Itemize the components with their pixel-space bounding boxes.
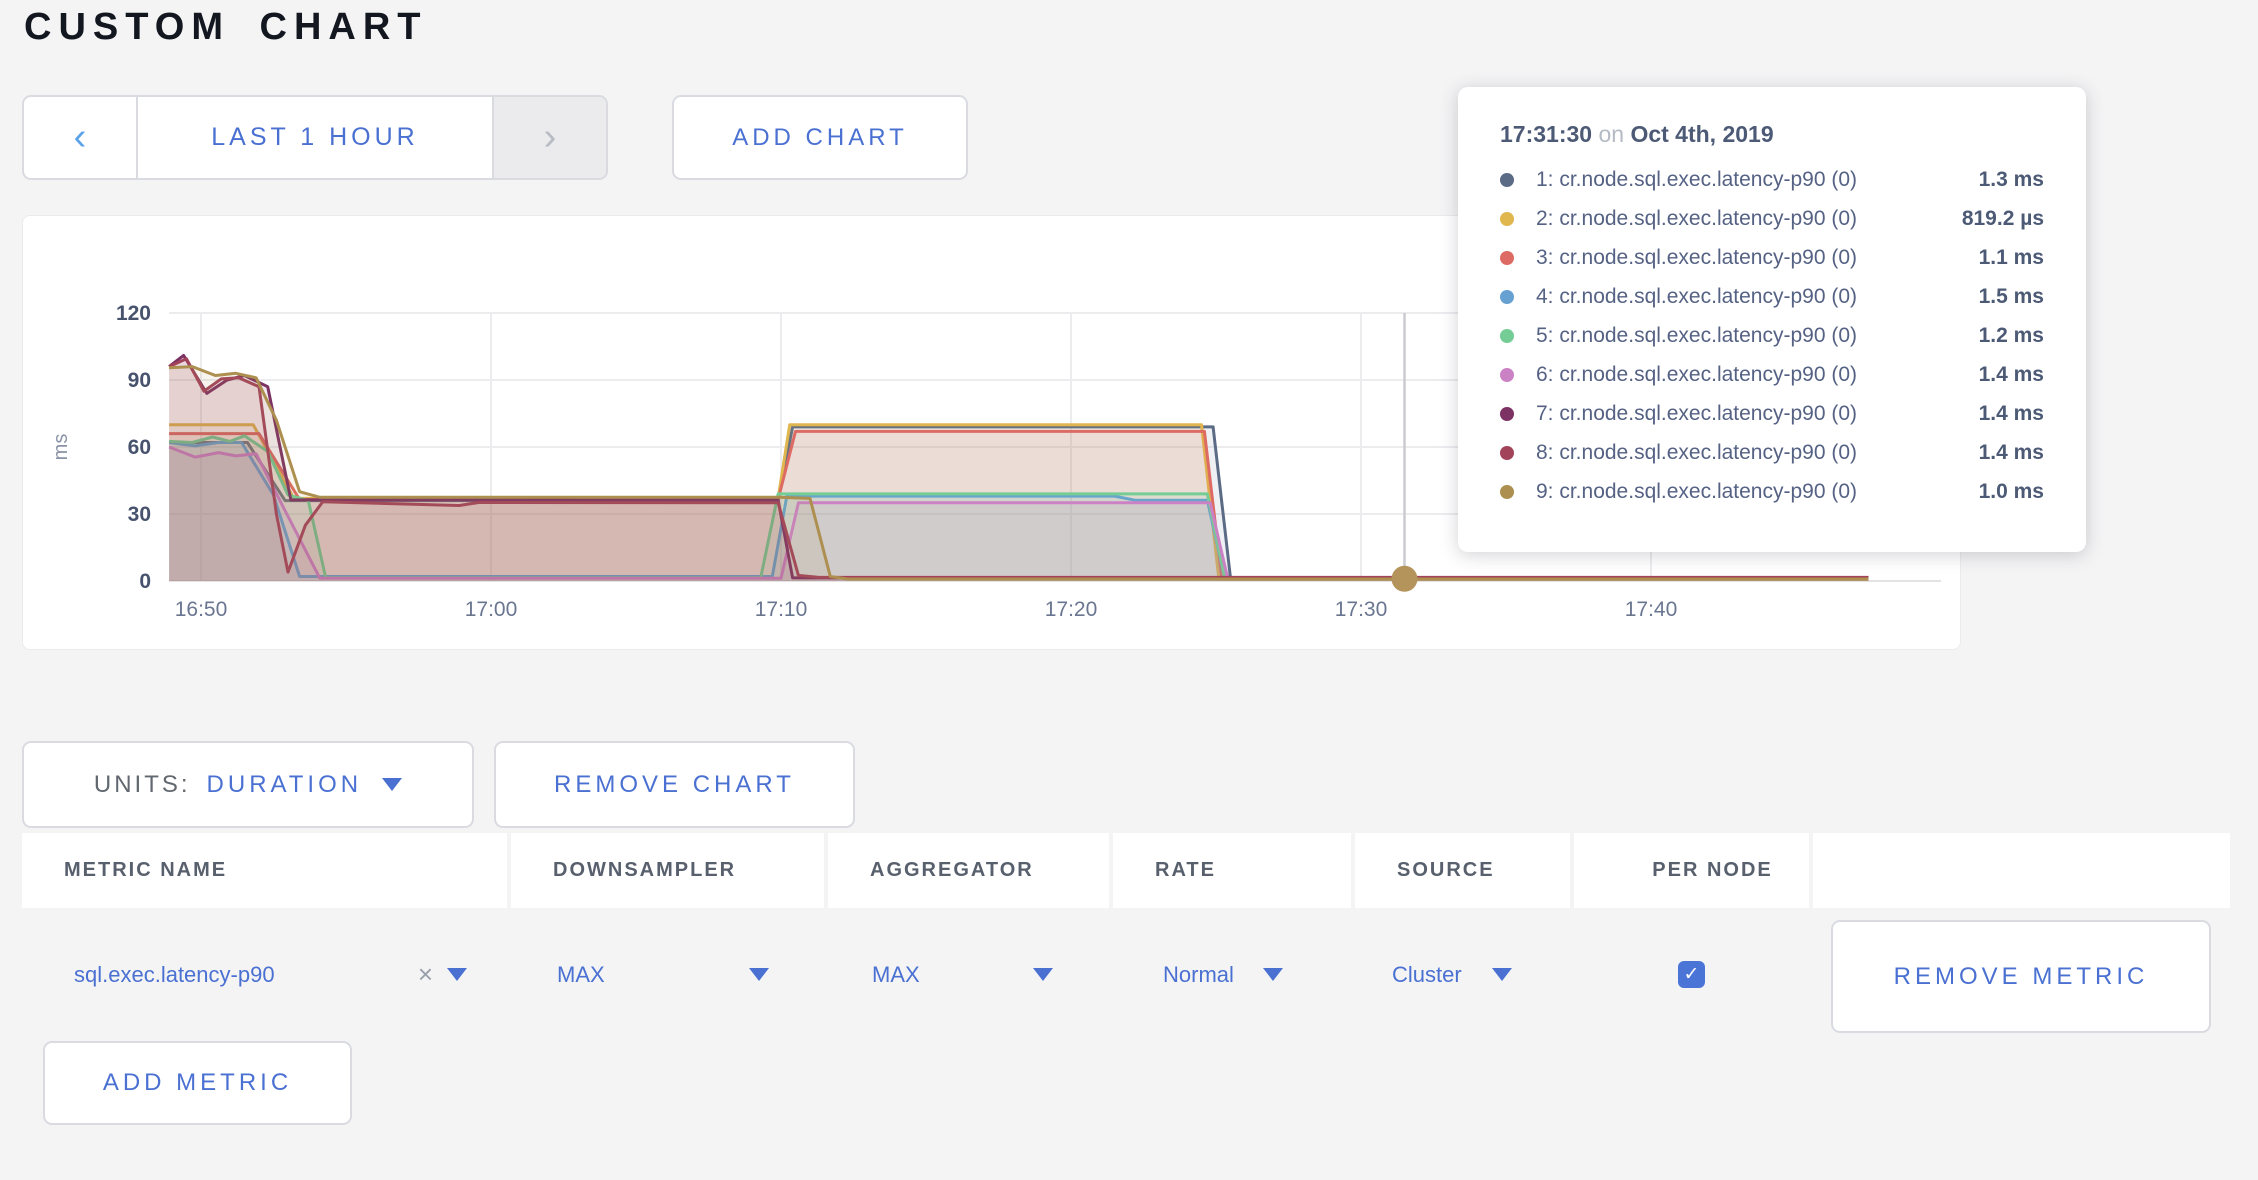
- chevron-down-icon: [382, 778, 403, 791]
- chevron-down-icon[interactable]: [1492, 968, 1512, 981]
- chevron-down-icon[interactable]: [1033, 968, 1053, 981]
- chevron-down-icon[interactable]: [447, 968, 467, 981]
- svg-text:17:30: 17:30: [1335, 598, 1388, 621]
- rate-cell: Normal: [1113, 908, 1351, 1041]
- header-cell-actions: [1813, 833, 2230, 908]
- series-label: 8: cr.node.sql.exec.latency-p90 (0): [1536, 440, 1858, 464]
- header-cell-metric-name: METRIC NAME: [22, 833, 507, 908]
- svg-text:17:00: 17:00: [465, 598, 518, 621]
- tooltip-series-row: 4: cr.node.sql.exec.latency-p90 (0) 1.5 m…: [1500, 277, 2044, 316]
- chart-hover-tooltip: 17:31:30 on Oct 4th, 2019 1: cr.node.sql…: [1458, 87, 2086, 552]
- clear-metric-icon[interactable]: ×: [417, 959, 433, 989]
- check-icon: ✓: [1683, 964, 1700, 985]
- tooltip-series-row: 7: cr.node.sql.exec.latency-p90 (0) 1.4 m…: [1500, 394, 2044, 433]
- header-cell-aggregator: AGGREGATOR: [828, 833, 1109, 908]
- chevron-right-icon: ›: [543, 116, 557, 158]
- units-dropdown[interactable]: UNITS: DURATION: [22, 741, 474, 828]
- per-node-checkbox[interactable]: ✓: [1678, 961, 1705, 988]
- tooltip-series-row: 8: cr.node.sql.exec.latency-p90 (0) 1.4 m…: [1500, 433, 2044, 472]
- series-color-dot: [1500, 484, 1514, 499]
- series-label: 4: cr.node.sql.exec.latency-p90 (0): [1536, 284, 1858, 308]
- svg-text:ms: ms: [50, 434, 72, 461]
- svg-text:90: 90: [128, 369, 151, 392]
- tooltip-series-row: 9: cr.node.sql.exec.latency-p90 (0) 1.0 m…: [1500, 472, 2044, 511]
- tooltip-series-row: 5: cr.node.sql.exec.latency-p90 (0) 1.2 m…: [1500, 316, 2044, 355]
- add-chart-button[interactable]: ADD CHART: [672, 95, 968, 180]
- svg-text:17:40: 17:40: [1625, 598, 1678, 621]
- downsampler-cell: MAX: [511, 908, 824, 1041]
- svg-text:17:20: 17:20: [1045, 598, 1098, 621]
- tooltip-series-row: 6: cr.node.sql.exec.latency-p90 (0) 1.4 m…: [1500, 355, 2044, 394]
- svg-text:17:10: 17:10: [755, 598, 808, 621]
- series-value: 1.3 ms: [1978, 167, 2044, 191]
- svg-text:30: 30: [128, 503, 151, 526]
- series-label: 9: cr.node.sql.exec.latency-p90 (0): [1536, 479, 1858, 503]
- series-value: 1.5 ms: [1978, 284, 2044, 308]
- source-cell: Cluster: [1355, 908, 1570, 1041]
- tooltip-series-row: 2: cr.node.sql.exec.latency-p90 (0) 819.2…: [1500, 199, 2044, 238]
- tooltip-time: 17:31:30: [1500, 121, 1593, 147]
- series-value: 1.4 ms: [1978, 440, 2044, 464]
- series-color-dot: [1500, 172, 1514, 187]
- header-cell-rate: RATE: [1113, 833, 1351, 908]
- tooltip-header: 17:31:30 on Oct 4th, 2019: [1500, 121, 2044, 148]
- series-value: 1.1 ms: [1978, 245, 2044, 269]
- series-label: 2: cr.node.sql.exec.latency-p90 (0): [1536, 206, 1858, 230]
- time-prev-button[interactable]: ‹: [24, 97, 138, 178]
- header-cell-per-node: PER NODE: [1574, 833, 1809, 908]
- time-range-selector: ‹ LAST 1 HOUR ›: [22, 95, 608, 180]
- metric-name-cell: sql.exec.latency-p90 ×: [22, 908, 507, 1041]
- tooltip-rows: 1: cr.node.sql.exec.latency-p90 (0) 1.3 m…: [1500, 160, 2044, 511]
- aggregator-dropdown[interactable]: MAX: [872, 961, 920, 987]
- tooltip-series-row: 3: cr.node.sql.exec.latency-p90 (0) 1.1 m…: [1500, 238, 2044, 277]
- svg-text:120: 120: [116, 302, 151, 325]
- series-label: 5: cr.node.sql.exec.latency-p90 (0): [1536, 323, 1858, 347]
- series-label: 1: cr.node.sql.exec.latency-p90 (0): [1536, 167, 1858, 191]
- svg-text:0: 0: [139, 570, 151, 593]
- aggregator-cell: MAX: [828, 908, 1109, 1041]
- series-color-dot: [1500, 211, 1514, 226]
- chevron-down-icon[interactable]: [1263, 968, 1283, 981]
- tooltip-preposition: on: [1598, 121, 1625, 147]
- series-value: 1.4 ms: [1978, 362, 2044, 386]
- series-value: 1.0 ms: [1978, 479, 2044, 503]
- header-cell-downsampler: DOWNSAMPLER: [511, 833, 824, 908]
- units-label: UNITS:: [93, 770, 191, 798]
- svg-text:16:50: 16:50: [175, 598, 228, 621]
- header-cell-source: SOURCE: [1355, 833, 1570, 908]
- rate-dropdown[interactable]: Normal: [1163, 961, 1234, 987]
- tooltip-date: Oct 4th, 2019: [1630, 121, 1774, 147]
- time-range-label: LAST 1 HOUR: [211, 123, 419, 151]
- series-label: 7: cr.node.sql.exec.latency-p90 (0): [1536, 401, 1858, 425]
- series-value: 1.4 ms: [1978, 401, 2044, 425]
- series-color-dot: [1500, 328, 1514, 343]
- series-color-dot: [1500, 445, 1514, 460]
- metric-name-dropdown[interactable]: sql.exec.latency-p90: [74, 961, 275, 987]
- chevron-left-icon: ‹: [73, 116, 87, 158]
- source-dropdown[interactable]: Cluster: [1392, 961, 1462, 987]
- series-label: 3: cr.node.sql.exec.latency-p90 (0): [1536, 245, 1858, 269]
- metrics-table-header: METRIC NAME DOWNSAMPLER AGGREGATOR RATE …: [22, 833, 2230, 908]
- svg-text:60: 60: [128, 436, 151, 459]
- chevron-down-icon[interactable]: [749, 968, 769, 981]
- page-title: CUSTOM CHART: [24, 6, 428, 48]
- series-color-dot: [1500, 250, 1514, 265]
- tooltip-series-row: 1: cr.node.sql.exec.latency-p90 (0) 1.3 m…: [1500, 160, 2044, 199]
- time-range-label-button[interactable]: LAST 1 HOUR: [138, 97, 492, 178]
- time-next-button[interactable]: ›: [492, 97, 606, 178]
- series-value: 819.2 µs: [1961, 206, 2044, 230]
- units-value: DURATION: [206, 770, 363, 798]
- add-metric-button[interactable]: ADD METRIC: [43, 1041, 352, 1125]
- series-color-dot: [1500, 367, 1514, 382]
- series-color-dot: [1500, 289, 1514, 304]
- per-node-cell: ✓: [1574, 908, 1809, 1041]
- metric-row: sql.exec.latency-p90 × MAX MAX Normal Cl…: [22, 908, 2230, 1041]
- series-value: 1.2 ms: [1978, 323, 2044, 347]
- series-color-dot: [1500, 406, 1514, 421]
- remove-chart-button[interactable]: REMOVE CHART: [494, 741, 855, 828]
- downsampler-dropdown[interactable]: MAX: [557, 961, 605, 987]
- remove-metric-button[interactable]: REMOVE METRIC: [1831, 920, 2211, 1033]
- series-label: 6: cr.node.sql.exec.latency-p90 (0): [1536, 362, 1858, 386]
